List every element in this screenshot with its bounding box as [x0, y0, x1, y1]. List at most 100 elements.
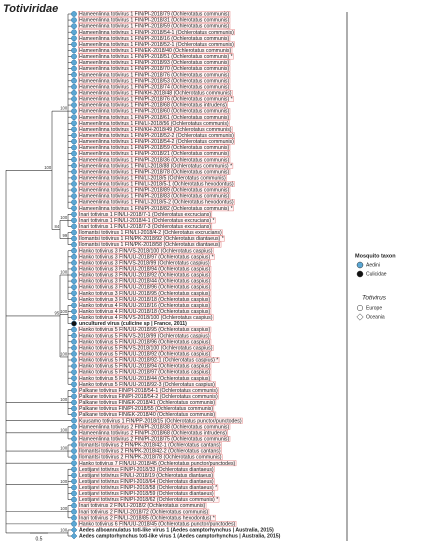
leaf-label: Hameenlinna totivirus 2 FIN/PI-2018/68 (… [79, 430, 227, 436]
leaf-label: Lestijarvi totivirus FIN/PI-2018/62 (Och… [79, 497, 218, 503]
label-box [77, 235, 225, 242]
label-box [77, 259, 211, 266]
leaf-marker [71, 211, 77, 218]
label-box [77, 174, 227, 181]
group-label: Totivirus [362, 295, 387, 302]
leaf-marker [71, 496, 77, 503]
leaf-label: Inari totivirus 2 FIN/LI-2018/85 (Ochler… [79, 515, 215, 521]
leaf-marker [71, 120, 77, 127]
label-box [77, 96, 234, 102]
leaf-marker [71, 460, 77, 467]
leaf-marker [71, 47, 77, 54]
leaf-label: Hameenlinna totivirus 1 FIN/PI-2018/52-1… [79, 42, 234, 48]
leaf-label: Hanko totivirus 3 FIN/UU-2018/96 (Ochler… [79, 285, 210, 291]
leaf-label: Hanko totivirus 3 FIN/UU-2018/44 (Ochler… [79, 279, 210, 285]
leaf-marker [71, 266, 77, 272]
leaf-label: Hanko totivirus 3 FIN/UU-2018/97 (Ochler… [79, 254, 214, 260]
leaf-marker [71, 387, 77, 394]
leaf-marker [71, 83, 77, 90]
support-value: 99 [63, 233, 68, 238]
label-box [77, 132, 235, 139]
support-value: 84 [55, 224, 60, 229]
leaf-marker [71, 442, 77, 448]
label-box [77, 290, 212, 297]
leaf-marker [71, 417, 77, 424]
label-box [77, 375, 212, 382]
leaf-marker [71, 217, 77, 224]
leaf-label: Hanko totivirus 4 FIN/UU-2018/18 (Ochler… [79, 309, 210, 315]
label-box [77, 229, 223, 236]
label-box [77, 472, 215, 479]
leaf-label: Ilomantsi totivirus 2 FIN/PK-2018/78 (Oc… [79, 455, 222, 461]
leaf-marker [71, 320, 77, 327]
leaf-marker [71, 260, 77, 266]
leaf-label: Hanko totivirus 3 FIN/UU-2018/95 (Ochler… [79, 291, 210, 297]
leaf-label: Palkane totivirus FIN/EK-2018/41 (Ochler… [79, 400, 215, 406]
leaf-label: Palkane totivirus FIN/PI-2018/54-2 (Ochl… [79, 394, 218, 400]
leaf-label: Hanko totivirus 3 FIN/VS-2018/100 (Ochle… [79, 248, 213, 254]
leaf-label: Ilomantsi totivirus 2 FIN/PK-2018/42-2 (… [79, 449, 221, 455]
leaf-label: Hameenlinna totivirus 1 FIN/PI-2018/70 (… [79, 66, 229, 72]
label-box [77, 217, 216, 224]
label-box [77, 71, 231, 78]
leaf-marker [71, 338, 77, 345]
leaf-label: Hanko totivirus 5 FIN/UU-2018/94 (Ochler… [79, 364, 210, 370]
leaf-label: Hameenlinna totivirus 2 FIN/PI-2018/75 (… [79, 436, 229, 442]
leaf-label: uncultured virus (culicine sp | France, … [79, 321, 187, 327]
leaf-marker [70, 526, 78, 534]
leaf-label: Hanko totivirus 4 FIN/UU-2018/16 (Ochler… [79, 303, 210, 309]
leaf-marker [71, 126, 77, 133]
leaf-marker [71, 253, 77, 260]
leaf-label: Palkane totivirus FIN/EK-2018/40 (Ochler… [79, 412, 215, 418]
leaf-marker [71, 411, 77, 418]
label-box [77, 29, 235, 36]
label-box [77, 332, 211, 339]
leaf-marker [71, 247, 77, 254]
label-box [77, 65, 231, 72]
leaf-marker [71, 308, 77, 315]
leaf-label: Hanko totivirus 5 FIN/VS-2018/99 (Ochler… [79, 333, 210, 339]
label-box [77, 266, 212, 272]
support-value: 100 [60, 397, 68, 402]
leaf-marker [71, 114, 77, 121]
label-box [77, 387, 219, 394]
leaf-marker [70, 532, 78, 540]
support-value: 100 [60, 309, 68, 314]
leaf-marker [71, 490, 77, 497]
leaf-marker [71, 205, 77, 212]
label-box [77, 442, 222, 448]
legend-label: Europe [366, 305, 382, 311]
support-value: 100 [60, 479, 68, 484]
label-box [77, 436, 231, 442]
support-value: 100 [60, 351, 68, 356]
label-box [77, 302, 212, 309]
leaf-label: Hameenlinna totivirus 1 FIN/PI-2018/52-2… [79, 133, 234, 139]
leaf-marker [71, 168, 77, 175]
leaf-label: Hanko totivirus 5 FIN/UU-2018/92 (Ochler… [79, 351, 210, 357]
label-box [77, 47, 233, 54]
leaf-label: Ilomantsi totivirus 2 FIN/PK-2018/42-1 (… [79, 443, 221, 449]
title: Totiviridae [3, 3, 58, 15]
leaf-marker [71, 235, 77, 242]
leaf-marker [71, 150, 77, 157]
label-box [77, 150, 231, 157]
label-box [77, 478, 215, 485]
leaf-label: Hameenlinna totivirus 1 FIN/PI-2018/76 (… [79, 72, 229, 78]
leaf-marker [71, 466, 77, 473]
leaf-label: Inari totivirus 1 FIN/LI-2018/7-1 (Ochle… [79, 212, 211, 218]
leaf-marker [71, 132, 77, 139]
leaf-label: Hameenlinna totivirus 1 FIN/LI-2018/88 (… [79, 163, 232, 169]
leaf-label: Hanko totivirus 3 FIN/UU-2018/92 (Ochler… [79, 273, 210, 279]
leaf-marker [71, 448, 77, 454]
label-box [77, 223, 213, 230]
support-value: 100 [44, 165, 52, 170]
leaf-marker [71, 187, 77, 193]
label-box [77, 126, 233, 133]
leaf-label: Aedes alboannulatus toti-like virus 1 (A… [79, 528, 274, 534]
leaf-marker [71, 108, 77, 114]
leaf-label: Lestijarvi totivirus FIN/PI-2018/58 (Och… [79, 485, 217, 491]
label-box [77, 199, 235, 206]
label-box [77, 162, 234, 169]
label-box [77, 338, 212, 345]
leaf-label: Palkane totivirus FIN/PI-2018/55 (Ochler… [79, 406, 213, 412]
